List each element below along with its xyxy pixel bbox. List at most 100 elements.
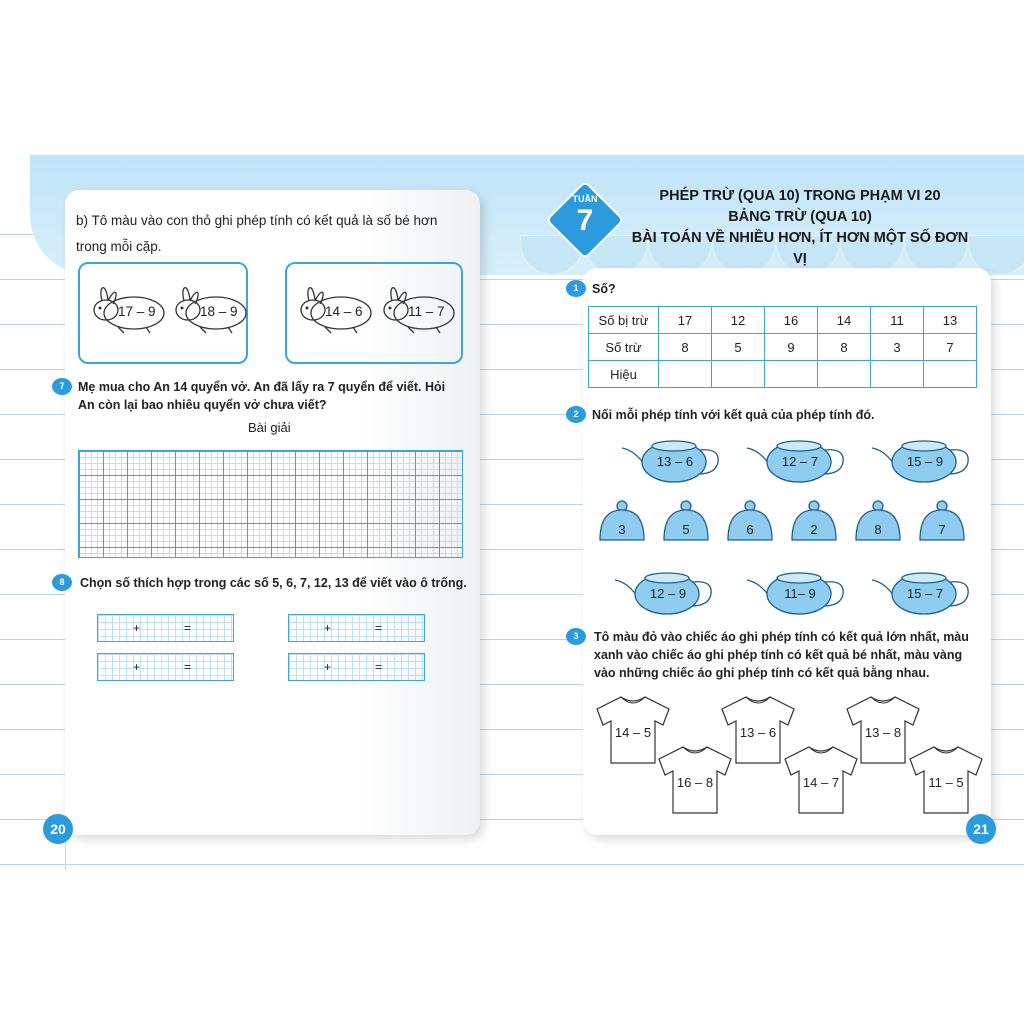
table-cell: 9 — [764, 333, 818, 361]
shirt[interactable]: 14 – 7 — [783, 745, 859, 815]
lid[interactable]: 3 — [597, 498, 647, 544]
equals-sign: = — [184, 660, 192, 674]
solution-grid[interactable] — [78, 450, 463, 558]
table-row: Hiệu — [588, 360, 977, 388]
table-cell: 16 — [764, 306, 818, 334]
lid[interactable]: 8 — [853, 498, 903, 544]
rabbit-expression: 14 – 6 — [325, 304, 363, 319]
rabbit[interactable]: 11 – 7 — [378, 280, 460, 336]
page-number: 20 — [43, 814, 73, 844]
table-cell: 14 — [817, 306, 871, 334]
week-label: TUẦN — [572, 194, 598, 204]
rabbit-pair-box — [78, 262, 248, 364]
shirt-expression: 13 – 8 — [864, 725, 902, 740]
table-cell[interactable] — [870, 360, 924, 388]
shirt[interactable]: 11 – 5 — [908, 745, 984, 815]
plus-sign: + — [133, 660, 141, 674]
teapot[interactable]: 13 – 6 — [620, 434, 725, 484]
rabbit-expression: 11 – 7 — [408, 304, 445, 319]
shirt-expression: 11 – 5 — [928, 775, 964, 790]
instruction-b: b) Tô màu vào con thỏ ghi phép tính có k… — [76, 213, 438, 254]
question-7-text: Mẹ mua cho An 14 quyển vở. An đã lấy ra … — [78, 380, 446, 412]
question-2-text: Nối mỗi phép tính với kết quả của phép t… — [592, 408, 875, 422]
week-number: 7 — [576, 204, 594, 237]
answer-box[interactable]: + = — [288, 614, 425, 642]
teapot[interactable]: 12 – 7 — [745, 434, 850, 484]
teapot[interactable]: 15 – 7 — [870, 566, 975, 616]
teapot-expression: 12 – 9 — [649, 586, 687, 601]
teapot-expression: 13 – 6 — [656, 454, 694, 469]
equals-sign: = — [184, 621, 192, 635]
title-line: PHÉP TRỪ (QUA 10) TRONG PHẠM VI 20 — [659, 188, 941, 204]
rabbit-expression: 18 – 9 — [200, 304, 238, 319]
shirt-expression: 13 – 6 — [739, 725, 777, 740]
lid-number: 8 — [874, 522, 882, 537]
table-cell: 13 — [923, 306, 977, 334]
teapot[interactable]: 15 – 9 — [870, 434, 975, 484]
table-cell[interactable] — [923, 360, 977, 388]
equals-sign: = — [375, 621, 383, 635]
teapot-expression: 15 – 7 — [906, 586, 944, 601]
table-cell[interactable] — [817, 360, 871, 388]
question-8-text: Chọn số thích hợp trong các số 5, 6, 7, … — [80, 576, 467, 590]
plus-sign: + — [324, 660, 332, 674]
shirt-expression: 14 – 7 — [802, 775, 840, 790]
shirt[interactable]: 13 – 8 — [845, 695, 921, 765]
table-cell[interactable] — [658, 360, 712, 388]
teapot-expression: 12 – 7 — [781, 454, 819, 469]
table-row: Số bị trừ 17 12 16 14 11 13 — [588, 306, 977, 334]
rabbit[interactable]: 17 – 9 — [88, 280, 170, 336]
teapot[interactable]: 11– 9 — [745, 566, 850, 616]
lid[interactable]: 5 — [661, 498, 711, 544]
answer-box[interactable]: + = — [288, 653, 425, 681]
table-cell: 5 — [711, 333, 765, 361]
shirt[interactable]: 14 – 5 — [595, 695, 671, 765]
table-cell: 8 — [658, 333, 712, 361]
shirt[interactable]: 16 – 8 — [657, 745, 733, 815]
table-cell: 11 — [870, 306, 924, 334]
lid-number: 2 — [810, 522, 818, 537]
week-badge: TUẦN 7 — [545, 180, 625, 260]
question-3-text: Tô màu đỏ vào chiếc áo ghi phép tính có … — [594, 630, 969, 680]
solution-label: Bài giải — [248, 420, 291, 435]
rabbit-pair-box — [285, 262, 463, 364]
table-cell: 17 — [658, 306, 712, 334]
lid[interactable]: 7 — [917, 498, 967, 544]
table-row: Số trừ 8 5 9 8 3 7 — [588, 333, 977, 361]
row-label: Số bị trừ — [588, 306, 659, 334]
lid-number: 7 — [938, 522, 946, 537]
table-cell[interactable] — [711, 360, 765, 388]
lid-number: 3 — [618, 522, 626, 537]
lid[interactable]: 6 — [725, 498, 775, 544]
lesson-title: PHÉP TRỪ (QUA 10) TRONG PHẠM VI 20 BẢNG … — [625, 186, 975, 270]
plus-sign: + — [133, 621, 141, 635]
shirt-expression: 14 – 5 — [614, 725, 652, 740]
table-cell: 12 — [711, 306, 765, 334]
row-label: Hiệu — [588, 360, 659, 388]
rabbit-expression: 17 – 9 — [118, 304, 156, 319]
table-cell: 3 — [870, 333, 924, 361]
equals-sign: = — [375, 660, 383, 674]
page-number: 21 — [966, 814, 996, 844]
table-cell: 8 — [817, 333, 871, 361]
answer-box[interactable]: + = — [97, 653, 234, 681]
answer-box[interactable]: + = — [97, 614, 234, 642]
question-number: 1 — [566, 280, 586, 297]
shirt[interactable]: 13 – 6 — [720, 695, 796, 765]
table-cell: 7 — [923, 333, 977, 361]
rabbit[interactable]: 18 – 9 — [170, 280, 252, 336]
lid[interactable]: 2 — [789, 498, 839, 544]
question-number: 2 — [566, 406, 586, 423]
table-cell[interactable] — [764, 360, 818, 388]
question-number: 7 — [52, 378, 72, 395]
teapot-expression: 15 – 9 — [906, 454, 944, 469]
question-1-text: Số? — [592, 282, 616, 296]
question-number: 8 — [52, 574, 72, 591]
lid-number: 6 — [746, 522, 754, 537]
title-line: BẢNG TRỪ (QUA 10) — [728, 209, 872, 225]
rabbit[interactable]: 14 – 6 — [295, 280, 377, 336]
plus-sign: + — [324, 621, 332, 635]
teapot[interactable]: 12 – 9 — [613, 566, 718, 616]
lid-number: 5 — [682, 522, 690, 537]
row-label: Số trừ — [588, 333, 659, 361]
